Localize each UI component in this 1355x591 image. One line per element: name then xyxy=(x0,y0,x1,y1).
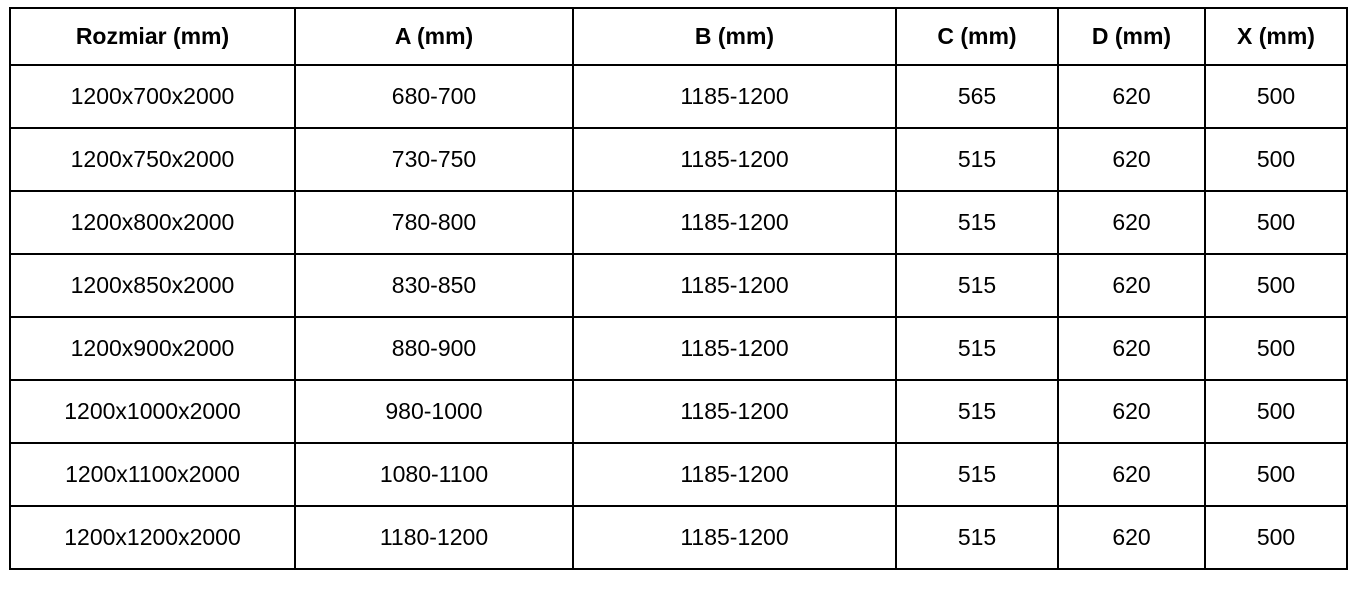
table-cell: 1185-1200 xyxy=(572,64,897,129)
table-cell: 1200x700x2000 xyxy=(9,64,296,129)
table-cell: 1185-1200 xyxy=(572,316,897,381)
table-cell: 500 xyxy=(1204,64,1348,129)
table-cell: 1200x800x2000 xyxy=(9,190,296,255)
table-cell: 515 xyxy=(895,379,1059,444)
table-cell: 1200x1000x2000 xyxy=(9,379,296,444)
table-cell: 620 xyxy=(1057,127,1206,192)
table-cell: 565 xyxy=(895,64,1059,129)
table-cell: 620 xyxy=(1057,316,1206,381)
table-cell: 1200x900x2000 xyxy=(9,316,296,381)
table-cell: 830-850 xyxy=(294,253,574,318)
table-cell: 1185-1200 xyxy=(572,190,897,255)
table-row: 1200x750x2000 730-750 1185-1200 515 620 500 xyxy=(9,127,1348,192)
table-cell: 500 xyxy=(1204,379,1348,444)
table-cell: 1185-1200 xyxy=(572,505,897,570)
table-cell: 620 xyxy=(1057,379,1206,444)
table-cell: 515 xyxy=(895,190,1059,255)
table-cell: 500 xyxy=(1204,253,1348,318)
table-cell: 730-750 xyxy=(294,127,574,192)
table-cell: 620 xyxy=(1057,190,1206,255)
table-cell: 1200x750x2000 xyxy=(9,127,296,192)
table-row: 1200x700x2000 680-700 1185-1200 565 620 500 xyxy=(9,64,1348,129)
column-header: A (mm) xyxy=(294,7,574,66)
table-cell: 1185-1200 xyxy=(572,379,897,444)
table-cell: 1200x1200x2000 xyxy=(9,505,296,570)
table-cell: 500 xyxy=(1204,442,1348,507)
column-header: B (mm) xyxy=(572,7,897,66)
table-row: 1200x850x2000 830-850 1185-1200 515 620 500 xyxy=(9,253,1348,318)
table-row: 1200x800x2000 780-800 1185-1200 515 620 500 xyxy=(9,190,1348,255)
header-row: Rozmiar (mm) A (mm) B (mm) C (mm) D (mm) X (m… xyxy=(9,7,1348,66)
table-cell: 500 xyxy=(1204,505,1348,570)
dimensions-table-container: Rozmiar (mm) A (mm) B (mm) C (mm) D (mm) X (m… xyxy=(9,7,1348,570)
column-header: Rozmiar (mm) xyxy=(9,7,296,66)
table-cell: 1185-1200 xyxy=(572,127,897,192)
table-body: 1200x700x2000 680-700 1185-1200 565 620 500 12… xyxy=(9,64,1348,570)
table-cell: 1080-1100 xyxy=(294,442,574,507)
table-cell: 515 xyxy=(895,253,1059,318)
table-cell: 1185-1200 xyxy=(572,442,897,507)
table-cell: 515 xyxy=(895,442,1059,507)
table-cell: 1180-1200 xyxy=(294,505,574,570)
table-cell: 780-800 xyxy=(294,190,574,255)
column-header: D (mm) xyxy=(1057,7,1206,66)
table-cell: 500 xyxy=(1204,127,1348,192)
table-cell: 1185-1200 xyxy=(572,253,897,318)
table-cell: 515 xyxy=(895,505,1059,570)
table-cell: 515 xyxy=(895,127,1059,192)
table-row: 1200x900x2000 880-900 1185-1200 515 620 500 xyxy=(9,316,1348,381)
table-row: 1200x1200x2000 1180-1200 1185-1200 515 620 50… xyxy=(9,505,1348,570)
column-header: C (mm) xyxy=(895,7,1059,66)
table-cell: 1200x1100x2000 xyxy=(9,442,296,507)
column-header: X (mm) xyxy=(1204,7,1348,66)
table-cell: 980-1000 xyxy=(294,379,574,444)
table-cell: 620 xyxy=(1057,64,1206,129)
table-cell: 620 xyxy=(1057,505,1206,570)
table-cell: 1200x850x2000 xyxy=(9,253,296,318)
table-row: 1200x1000x2000 980-1000 1185-1200 515 620 500 xyxy=(9,379,1348,444)
dimensions-table: Rozmiar (mm) A (mm) B (mm) C (mm) D (mm) X (m… xyxy=(9,7,1348,570)
table-cell: 500 xyxy=(1204,190,1348,255)
table-cell: 620 xyxy=(1057,253,1206,318)
table-cell: 500 xyxy=(1204,316,1348,381)
table-row: 1200x1100x2000 1080-1100 1185-1200 515 620 50… xyxy=(9,442,1348,507)
table-cell: 880-900 xyxy=(294,316,574,381)
table-cell: 515 xyxy=(895,316,1059,381)
table-cell: 680-700 xyxy=(294,64,574,129)
table-cell: 620 xyxy=(1057,442,1206,507)
